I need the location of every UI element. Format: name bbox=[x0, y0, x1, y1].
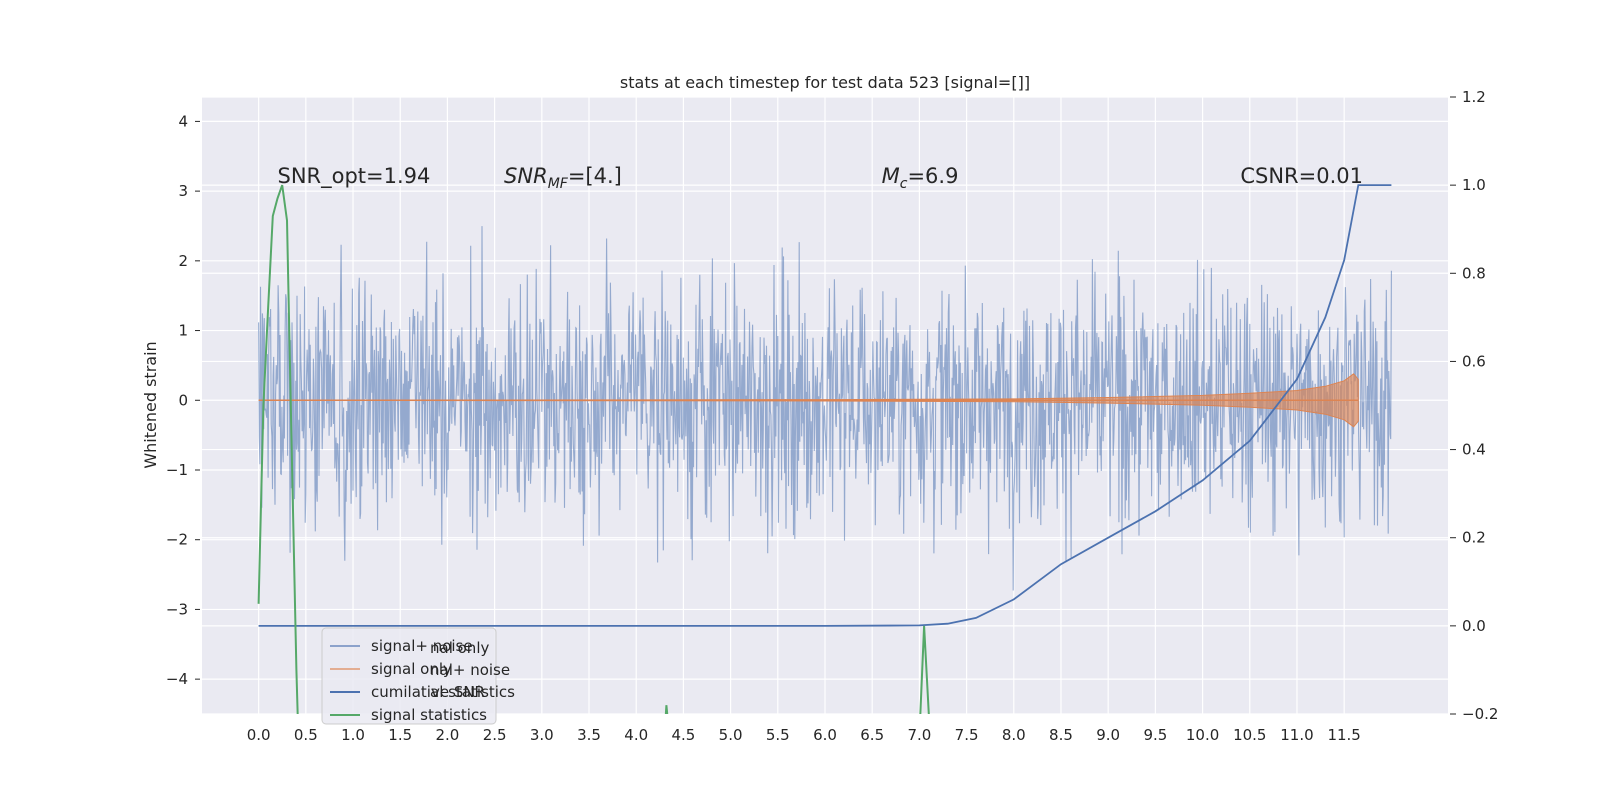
x-tick-label: 7.5 bbox=[955, 726, 979, 744]
cumulative-snr-series bbox=[258, 184, 1392, 627]
annotation-text: SNRMF=[4.] bbox=[504, 164, 622, 192]
axis-ticks: 0.0 0.5 1.0 1.5 2.0 2.5 3.0 3.5 4.0 4.5 5.0 5.5 6.0 6… bbox=[166, 88, 1499, 744]
signal-statistics-series bbox=[257, 184, 930, 714]
legend-ghost-text: nal+ noise bbox=[430, 661, 510, 679]
x-tick-label: 10.5 bbox=[1233, 726, 1266, 744]
x-tick-label: 1.5 bbox=[388, 726, 412, 744]
y2-tick-label: 0.0 bbox=[1462, 617, 1486, 635]
annotation-text: Mc=6.9 bbox=[882, 164, 959, 192]
legend-label: signal+ noise bbox=[371, 637, 473, 655]
x-tick-label: 8.0 bbox=[1002, 726, 1026, 744]
x-tick-label: 0.0 bbox=[247, 726, 271, 744]
y-tick-label: 0 bbox=[178, 391, 188, 409]
y-tick-label: 1 bbox=[178, 322, 188, 340]
y2-tick-label: 1.0 bbox=[1462, 176, 1486, 194]
x-tick-label: 3.0 bbox=[530, 726, 554, 744]
x-tick-label: 4.5 bbox=[671, 726, 695, 744]
y2-tick-label: 0.8 bbox=[1462, 264, 1486, 282]
signal-statistics-line bbox=[257, 184, 930, 714]
legend-ghost-text: al statistics bbox=[430, 683, 515, 701]
x-tick-label: 9.5 bbox=[1143, 726, 1167, 744]
legend-box bbox=[321, 627, 497, 725]
y2-tick-label: 0.2 bbox=[1462, 529, 1486, 547]
x-tick-label: 5.5 bbox=[766, 726, 790, 744]
x-tick-label: 0.5 bbox=[294, 726, 318, 744]
y-tick-label: −3 bbox=[166, 600, 188, 618]
y2-tick-label: −0.2 bbox=[1462, 705, 1498, 723]
x-tick-label: 4.0 bbox=[624, 726, 648, 744]
legend-ghost-text: nal only bbox=[430, 639, 489, 657]
annotations: SNR_opt=1.94 SNRMF=[4.] Mc=6.9 CSNR=0.01 bbox=[278, 164, 1363, 192]
x-tick-label: 5.0 bbox=[719, 726, 743, 744]
x-tick-label: 11.0 bbox=[1280, 726, 1313, 744]
x-tick-label: 1.0 bbox=[341, 726, 365, 744]
y2-tick-label: 0.4 bbox=[1462, 441, 1486, 459]
legend-label: signal only bbox=[371, 660, 452, 678]
legend: nal only nal+ noise al statistics signal+ n… bbox=[321, 627, 515, 725]
y-tick-label: −2 bbox=[166, 531, 188, 549]
x-tick-label: 9.0 bbox=[1096, 726, 1120, 744]
legend-label: signal statistics bbox=[371, 706, 487, 724]
x-tick-label: 10.0 bbox=[1186, 726, 1219, 744]
y2-tick-label: 1.2 bbox=[1462, 88, 1486, 106]
x-tick-label: 11.5 bbox=[1327, 726, 1360, 744]
x-tick-label: 6.0 bbox=[813, 726, 837, 744]
x-tick-label: 3.5 bbox=[577, 726, 601, 744]
annotation-text: CSNR=0.01 bbox=[1240, 164, 1363, 188]
legend-label: cumilative SNR bbox=[371, 683, 485, 701]
x-tick-label: 7.0 bbox=[907, 726, 931, 744]
chart-title: stats at each timestep for test data 523… bbox=[620, 73, 1030, 92]
x-tick-label: 6.5 bbox=[860, 726, 884, 744]
signal-noise-line bbox=[258, 226, 1392, 591]
y-axis-label: Whitened strain bbox=[141, 341, 160, 468]
cumulative-snr-line bbox=[258, 184, 1392, 627]
x-tick-label: 2.0 bbox=[435, 726, 459, 744]
y-tick-label: 4 bbox=[178, 112, 188, 130]
y-tick-label: −1 bbox=[166, 461, 188, 479]
y2-tick-label: 0.6 bbox=[1462, 352, 1486, 370]
signal-noise-series bbox=[258, 226, 1392, 591]
y-tick-label: 3 bbox=[178, 182, 188, 200]
x-tick-label: 8.5 bbox=[1049, 726, 1073, 744]
x-tick-label: 2.5 bbox=[483, 726, 507, 744]
signal-only-series bbox=[258, 373, 1359, 428]
annotation-text: SNR_opt=1.94 bbox=[278, 164, 431, 189]
y-tick-label: −4 bbox=[166, 670, 188, 688]
y-tick-label: 2 bbox=[178, 252, 188, 270]
